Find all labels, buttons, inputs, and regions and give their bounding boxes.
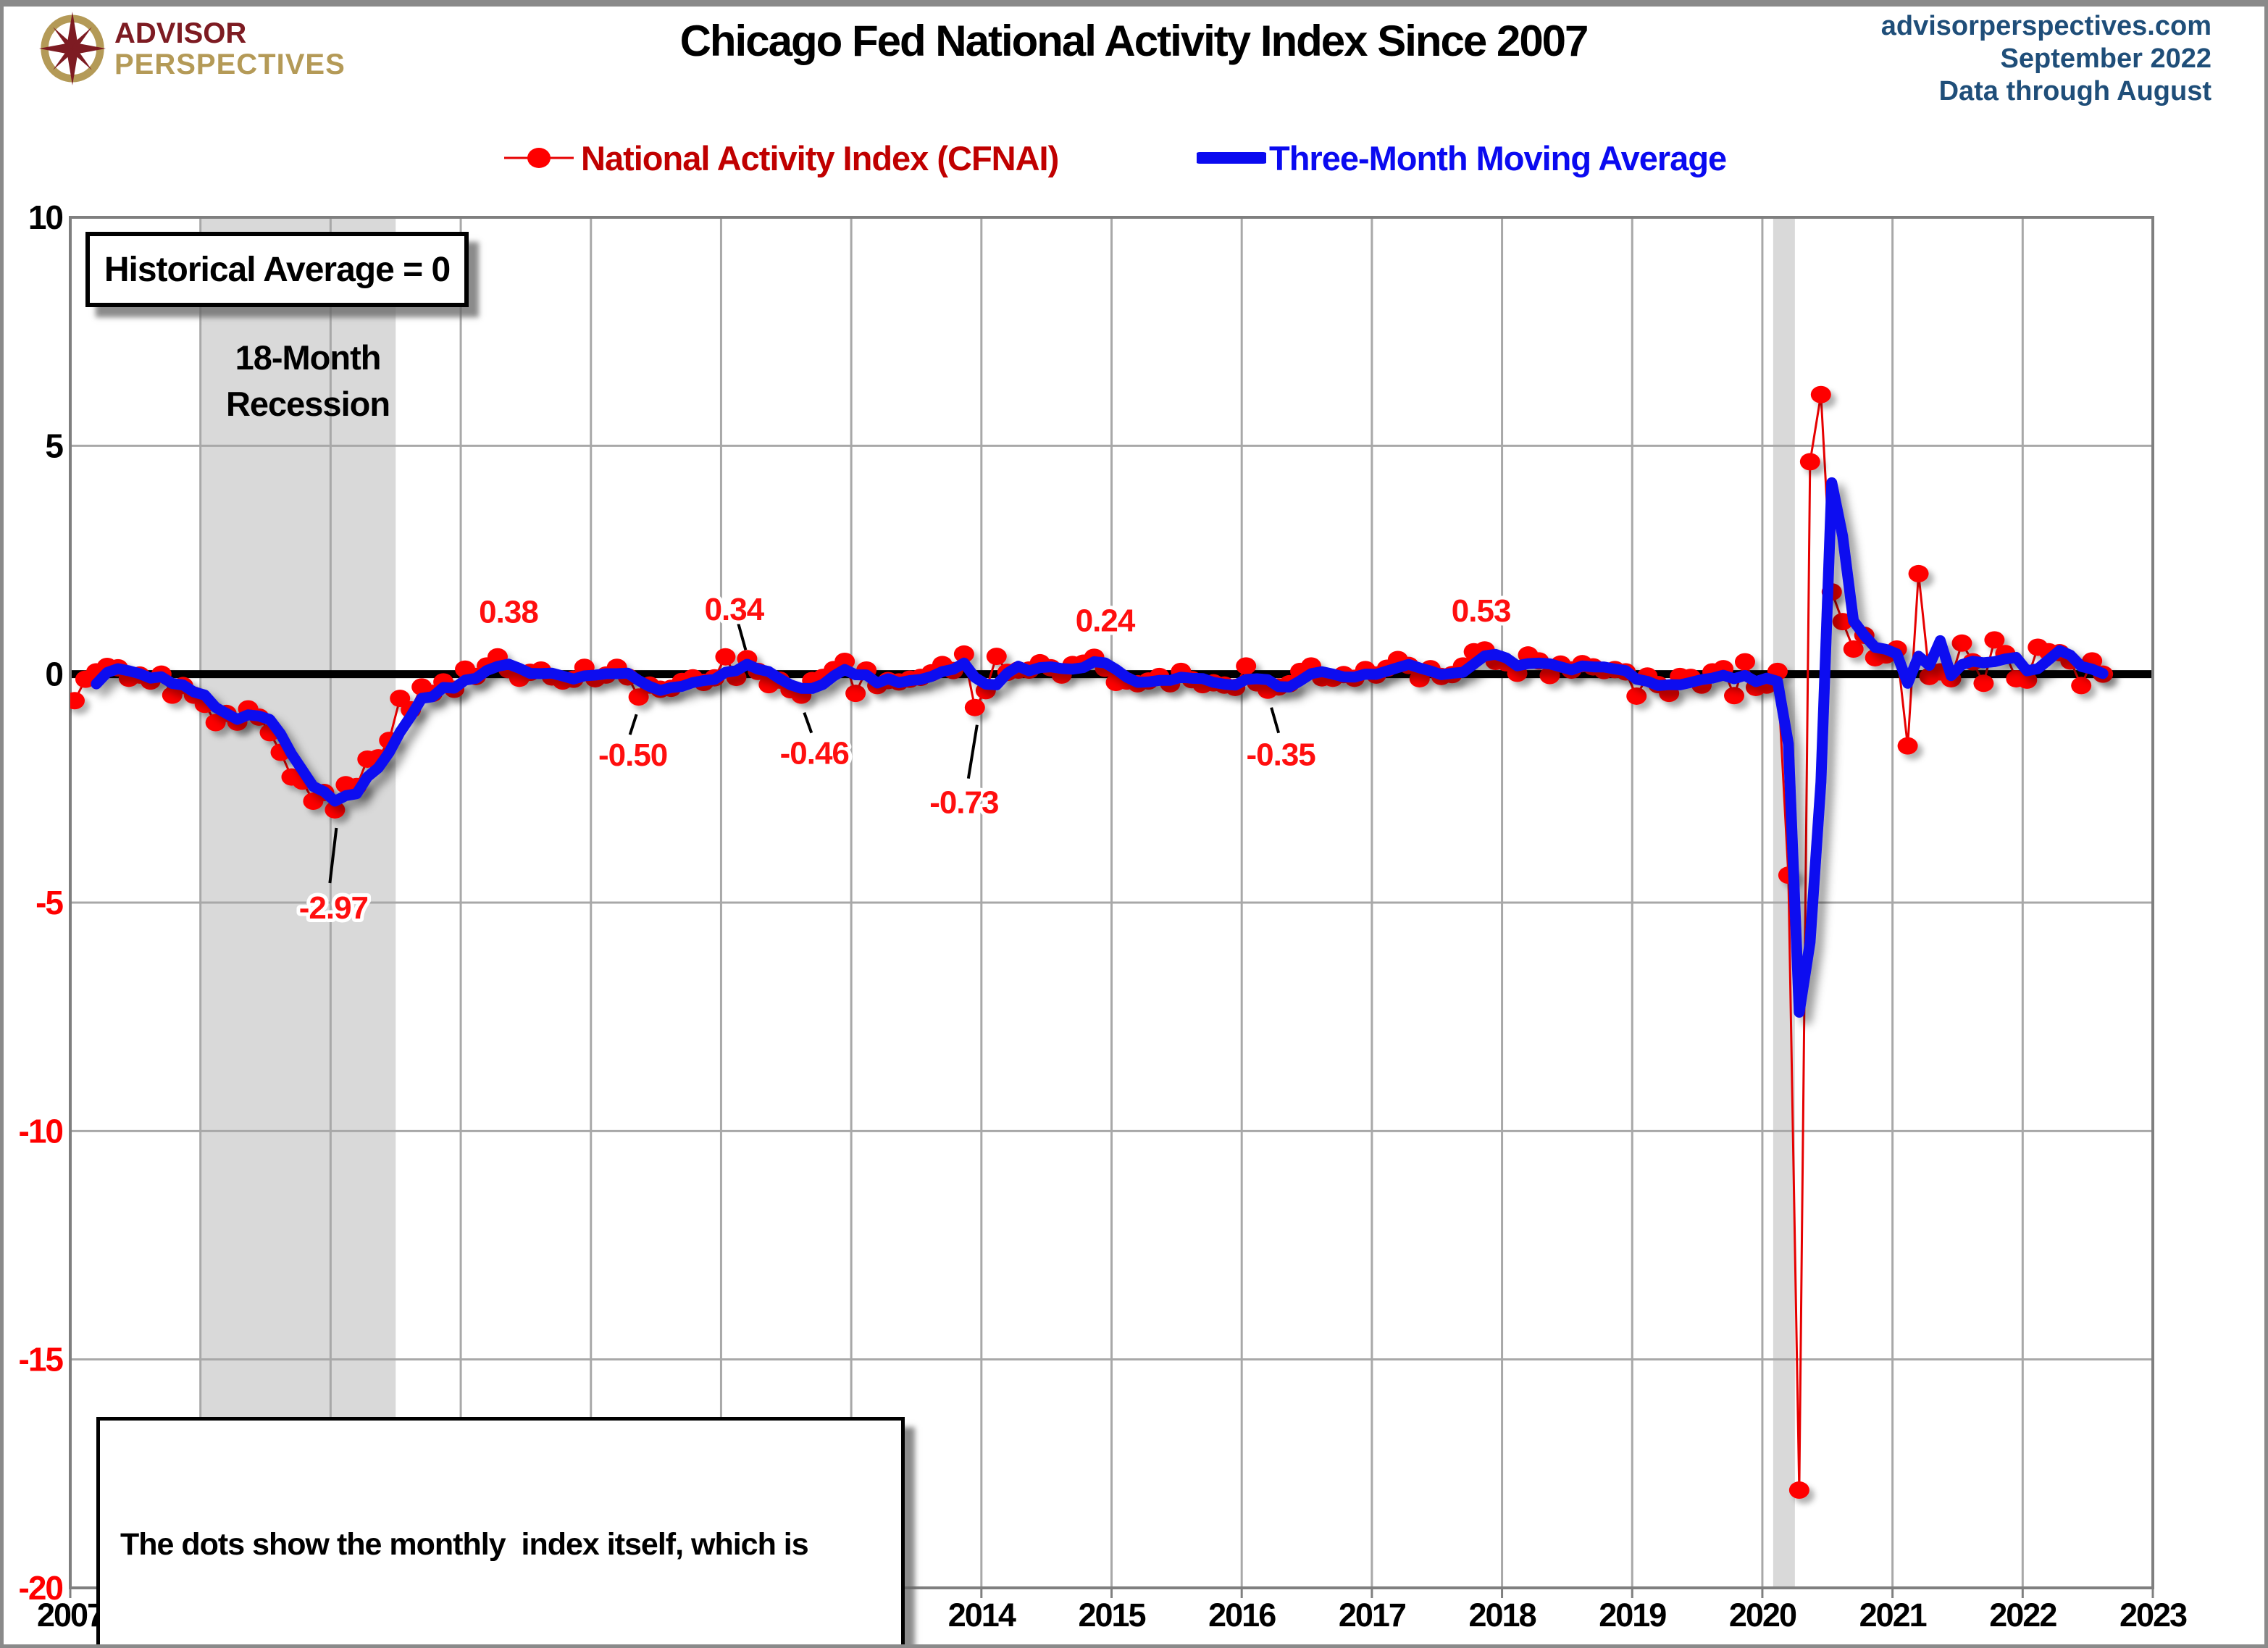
annotation-label: -0.50 <box>598 737 667 773</box>
historical-average-callout: Historical Average = 0 <box>85 232 469 307</box>
annotation-label: -0.73 <box>929 785 998 821</box>
x-tick-label: 2015 <box>1078 1597 1145 1634</box>
annotation-label: 0.38 <box>479 595 538 630</box>
logo-word-advisor: ADVISOR <box>114 17 247 49</box>
red-dot-marker-icon <box>504 148 574 168</box>
y-tick-label: -5 <box>35 884 63 921</box>
cfnai-dot <box>2071 677 2092 695</box>
annotation-callout-line <box>737 623 748 651</box>
logo-word-perspectives: PERSPECTIVES <box>114 48 346 80</box>
cfnai-dot <box>1788 1481 1809 1499</box>
annotation-label: -0.46 <box>780 736 849 771</box>
x-tick-label: 2020 <box>1729 1597 1796 1634</box>
page-title: Chicago Fed National Activity Index Sinc… <box>679 17 1589 65</box>
cfnai-dot <box>325 800 346 819</box>
y-tick-label: -15 <box>19 1341 64 1379</box>
advisor-perspectives-logo: ADVISOR PERSPECTIVES <box>38 12 346 85</box>
cfnai-dot <box>834 653 855 671</box>
cfnai-dot <box>845 685 866 703</box>
annotation-callout-line <box>628 714 638 735</box>
cfnai-dot <box>1984 631 2005 649</box>
annotation-callout-line <box>803 712 813 734</box>
cfnai-dot <box>1724 687 1745 705</box>
legend-item-moving-average: Three-Month Moving Average <box>1197 138 1727 178</box>
cfnai-dot <box>2017 671 2038 689</box>
compass-star-icon <box>38 12 106 85</box>
annotation-label: 0.34 <box>705 592 765 627</box>
annotation-label: -0.35 <box>1246 737 1315 773</box>
legend-item-cfnai: National Activity Index (CFNAI) <box>503 138 1059 178</box>
cfnai-dot <box>1236 657 1257 675</box>
x-tick-label: 2021 <box>1859 1597 1927 1634</box>
cfnai-dot <box>1973 674 1994 693</box>
annotation-label: 0.24 <box>1076 603 1136 638</box>
cfnai-dot <box>1626 687 1647 705</box>
cfnai-dot <box>1843 640 1864 658</box>
moving-average-line <box>91 477 2109 1018</box>
x-tick-label: 2023 <box>2120 1597 2187 1634</box>
y-tick-label: 10 <box>28 198 63 236</box>
annotation-label: -2.97 <box>299 890 368 926</box>
cfnai-dot <box>628 688 649 706</box>
x-tick-label: 2016 <box>1208 1597 1276 1634</box>
legend-label-moving-average: Three-Month Moving Average <box>1269 138 1727 177</box>
recession-band-label: 18-Month Recession <box>225 338 390 423</box>
y-tick-label: -20 <box>19 1569 63 1607</box>
cfnai-dot <box>1908 564 1929 582</box>
cfnai-dot <box>986 648 1007 666</box>
source-block: advisorperspectives.com September 2022 D… <box>1881 10 2211 108</box>
x-tick-label: 2019 <box>1599 1597 1666 1634</box>
cfnai-dot <box>1897 737 1918 755</box>
cfnai-dot <box>70 692 85 710</box>
blue-line-marker-icon <box>1197 152 1266 164</box>
annotation-label: 0.53 <box>1452 593 1511 629</box>
cfnai-dot <box>964 698 985 716</box>
footnote-callout: The dots show the monthly index itself, … <box>96 1417 905 1648</box>
cfnai-dot <box>715 648 736 666</box>
annotation-callout-line <box>966 724 979 779</box>
x-tick-label: 2018 <box>1469 1597 1536 1634</box>
x-tick-label: 2014 <box>948 1597 1016 1634</box>
source-site: advisorperspectives.com <box>1880 11 2211 41</box>
plot-border <box>69 216 2154 1589</box>
cfnai-dot <box>1734 653 1755 671</box>
legend-label-cfnai: National Activity Index (CFNAI) <box>581 138 1059 177</box>
cfnai-dot <box>953 645 974 663</box>
y-tick-label: 0 <box>45 656 62 693</box>
annotation-callout-line <box>1270 707 1281 734</box>
cfnai-dot <box>1810 385 1831 403</box>
x-tick-label: 2022 <box>1989 1597 2056 1634</box>
y-tick-label: 5 <box>45 427 63 464</box>
annotation-callout-line <box>328 827 338 884</box>
cfnai-dot <box>1951 634 1972 652</box>
x-tick-label: 2017 <box>1339 1597 1406 1634</box>
x-tick-label: 2007 <box>37 1597 104 1634</box>
y-tick-label: -10 <box>19 1112 63 1150</box>
source-date: September 2022 <box>2000 43 2212 74</box>
cfnai-dot <box>1799 453 1820 471</box>
source-note: Data through August <box>1938 76 2211 106</box>
